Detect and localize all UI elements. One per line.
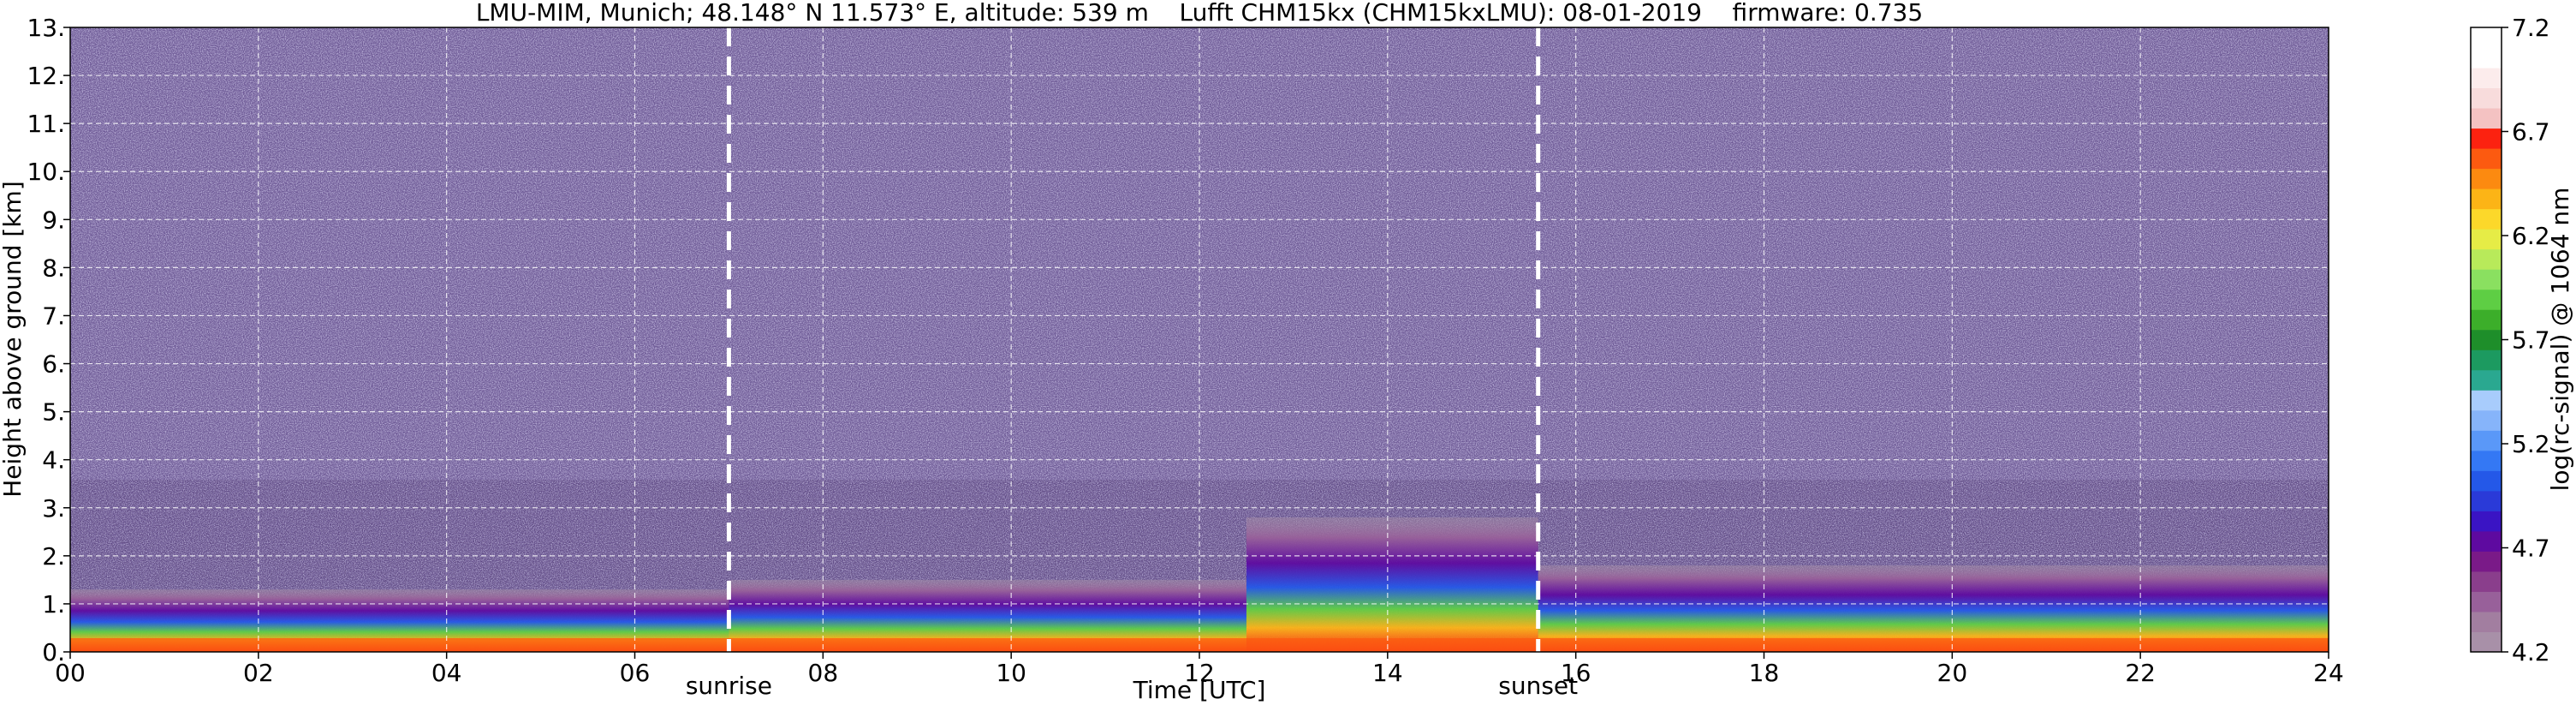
grid-lines: [70, 27, 2329, 652]
colorbar-swatch: [2471, 108, 2502, 129]
colorbar-swatch: [2471, 168, 2502, 189]
boundary-layer-segment: [1246, 517, 1538, 652]
sun-marker-label: sunrise: [686, 672, 772, 700]
y-tick-label: 2.: [42, 542, 65, 571]
y-tick-label: 8.: [42, 254, 65, 282]
x-tick-label: 10: [996, 659, 1026, 687]
colorbar-swatch: [2471, 329, 2502, 350]
colorbar-swatch: [2471, 490, 2502, 511]
colorbar-tick-label: 4.2: [2512, 638, 2550, 666]
colorbar-tick-label: 7.2: [2512, 14, 2550, 42]
colorbar-swatch: [2471, 511, 2502, 532]
colorbar-swatch: [2471, 208, 2502, 230]
colorbar-swatch: [2471, 591, 2502, 612]
colorbar: [2471, 27, 2502, 653]
colorbar-swatch: [2471, 309, 2502, 331]
y-tick-label: 11.: [27, 110, 65, 138]
y-tick-label: 9.: [42, 206, 65, 234]
sun-marker-label: sunset: [1498, 672, 1578, 700]
colorbar-swatch: [2471, 47, 2502, 69]
colorbar-tick-label: 6.2: [2512, 222, 2550, 250]
y-tick-label: 1.: [42, 590, 65, 618]
colorbar-swatch: [2471, 27, 2502, 49]
x-tick-label: 14: [1372, 659, 1403, 687]
colorbar-swatch: [2471, 530, 2502, 552]
x-tick-label: 00: [55, 659, 86, 687]
colorbar-swatch: [2471, 68, 2502, 89]
colorbar-label: log(rc-signal) @ 1064 nm: [2546, 188, 2574, 492]
x-axis: 00 02 04 06 08 10 12 14 16 18 20 22 24: [55, 652, 2344, 687]
x-tick-label: 24: [2313, 659, 2344, 687]
colorbar-swatch: [2471, 229, 2502, 250]
colorbar-tick-label: 6.7: [2512, 118, 2550, 146]
y-tick-label: 13.: [27, 14, 65, 42]
colorbar-swatch: [2471, 450, 2502, 471]
colorbar-swatch: [2471, 409, 2502, 431]
colorbar-swatch: [2471, 87, 2502, 109]
colorbar-swatch: [2471, 551, 2502, 572]
y-axis-label: Height above ground [km]: [0, 181, 27, 498]
colorbar-swatch: [2471, 289, 2502, 310]
y-axis: 0. 1. 2. 3. 4. 5. 6. 7. 8. 9. 10. 11. 12. 13.: [27, 14, 70, 666]
y-tick-label: 12.: [27, 62, 65, 90]
x-tick-label: 22: [2125, 659, 2156, 687]
colorbar-tick-label: 5.2: [2512, 430, 2550, 458]
x-tick-label: 04: [431, 659, 462, 687]
colorbar-ticks: 4.2 4.7 5.2 5.7 6.2 6.7 7.2: [2502, 14, 2550, 666]
x-axis-label: Time [UTC]: [1133, 676, 1266, 704]
colorbar-swatch: [2471, 248, 2502, 270]
y-tick-label: 10.: [27, 158, 65, 186]
colorbar-tick-label: 4.7: [2512, 535, 2550, 563]
colorbar-swatch: [2471, 148, 2502, 170]
x-tick-label: 18: [1749, 659, 1780, 687]
y-tick-label: 6.: [42, 350, 65, 379]
boundary-layer-segment: [1538, 565, 2329, 652]
y-tick-label: 7.: [42, 302, 65, 330]
colorbar-swatch: [2471, 369, 2502, 391]
sun-markers: [726, 27, 1541, 652]
colorbar-swatch: [2471, 128, 2502, 149]
colorbar-swatch: [2471, 470, 2502, 492]
x-tick-label: 12: [1184, 659, 1215, 687]
x-tick-label: 02: [243, 659, 274, 687]
colorbar-swatch: [2471, 269, 2502, 290]
y-tick-label: 4.: [42, 446, 65, 475]
chart-title: LMU-MIM, Munich; 48.148° N 11.573° E, al…: [476, 0, 1923, 27]
colorbar-tick-label: 5.7: [2512, 326, 2550, 355]
x-tick-label: 20: [1937, 659, 1968, 687]
colorbar-swatch: [2471, 188, 2502, 210]
colorbar-swatch: [2471, 571, 2502, 592]
x-tick-label: 06: [620, 659, 651, 687]
x-tick-label: 08: [808, 659, 839, 687]
colorbar-swatch: [2471, 631, 2502, 653]
y-tick-label: 5.: [42, 398, 65, 427]
colorbar-swatch: [2471, 430, 2502, 451]
colorbar-swatch: [2471, 350, 2502, 371]
colorbar-swatch: [2471, 611, 2502, 632]
x-tick-label: 16: [1561, 659, 1591, 687]
y-tick-label: 3.: [42, 494, 65, 523]
y-tick-label: 0.: [42, 638, 65, 666]
colorbar-swatch: [2471, 390, 2502, 411]
